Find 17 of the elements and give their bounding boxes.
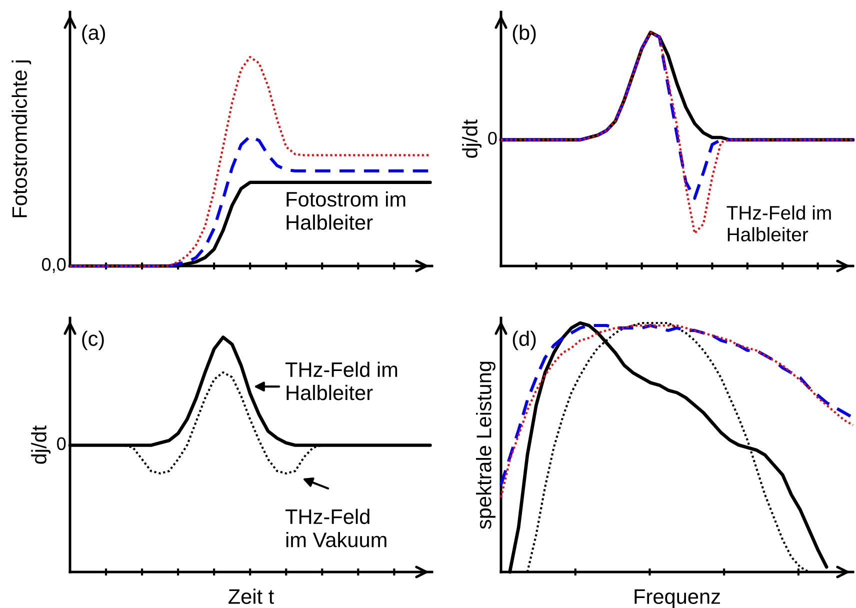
chart-title: (c) bbox=[82, 330, 104, 350]
y-axis-title: dj/dt bbox=[31, 425, 51, 464]
text: 0,0 bbox=[42, 258, 66, 273]
annotation: THz-Feld im Vakuum bbox=[285, 508, 386, 548]
y-axis-title: dj/dt bbox=[462, 119, 482, 158]
chart-title: (b) bbox=[512, 24, 536, 44]
x-axis-title: Frequenz bbox=[634, 589, 720, 608]
annotation: THz-Feld im Halbleiter bbox=[285, 362, 398, 400]
annotation: THz-Feld im Halbleiter bbox=[726, 205, 831, 242]
text: 0 bbox=[57, 437, 66, 450]
text: 0 bbox=[488, 132, 497, 145]
y-axis-title: spektrale Leistung bbox=[476, 362, 496, 529]
x-axis-title: Zeit t bbox=[228, 588, 274, 604]
y-axis-title: Fotostromdichte j bbox=[12, 60, 32, 218]
annotation: Fotostrom im Halbleiter bbox=[286, 191, 406, 230]
chart-title: (a) bbox=[82, 24, 106, 44]
chart-title: (d) bbox=[512, 330, 536, 350]
